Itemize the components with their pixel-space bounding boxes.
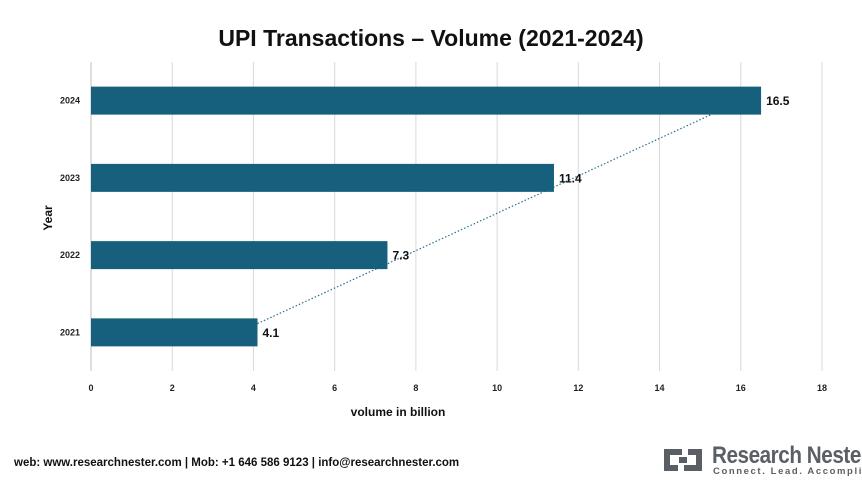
data-label-2024: 16.5	[766, 94, 790, 108]
x-tick-label: 16	[736, 383, 746, 393]
footer-contact: web: www.researchnester.com | Mob: +1 64…	[14, 457, 460, 469]
data-label-2021: 4.1	[263, 326, 280, 340]
research-nester-logo-icon	[664, 449, 702, 471]
y-tick-label: 2023	[60, 173, 80, 183]
x-tick-label: 4	[251, 383, 256, 393]
bar-2021	[91, 318, 258, 347]
y-tick-labels: 2021 2022 2023 2024	[60, 96, 80, 338]
x-tick-label: 12	[573, 383, 583, 393]
bars	[91, 86, 762, 347]
x-tick-label: 0	[88, 383, 93, 393]
x-tick-labels: 0 2 4 6 8 10 12 14 16 18	[88, 383, 827, 393]
x-tick-label: 10	[492, 383, 502, 393]
logo-name: Research Nester	[712, 442, 862, 469]
logo-tagline: Connect. Lead. Accomplish	[713, 466, 862, 477]
trendline-layer	[238, 100, 742, 333]
data-labels: 4.1 7.3 11.4 16.5	[263, 94, 790, 340]
bar-2024	[91, 86, 762, 115]
x-tick-label: 18	[817, 383, 827, 393]
x-axis-label: volume in billion	[351, 405, 446, 419]
x-tick-label: 2	[170, 383, 175, 393]
y-axis-label: Year	[41, 205, 55, 231]
y-tick-label: 2024	[60, 96, 80, 106]
trendline	[238, 100, 742, 333]
x-tick-label: 14	[655, 383, 665, 393]
bar-2023	[91, 163, 554, 192]
bar-2022	[91, 241, 388, 270]
x-tick-label: 6	[332, 383, 337, 393]
y-tick-label: 2022	[60, 250, 80, 260]
data-label-2022: 7.3	[392, 249, 409, 263]
y-tick-label: 2021	[60, 327, 80, 337]
data-label-2023: 11.4	[559, 171, 582, 185]
chart-title: UPI Transactions – Volume (2021-2024)	[218, 25, 643, 51]
chart: UPI Transactions – Volume (2021-2024) 4.…	[41, 25, 827, 419]
x-tick-label: 8	[413, 383, 418, 393]
logo: Research Nester Connect. Lead. Accomplis…	[660, 442, 862, 478]
